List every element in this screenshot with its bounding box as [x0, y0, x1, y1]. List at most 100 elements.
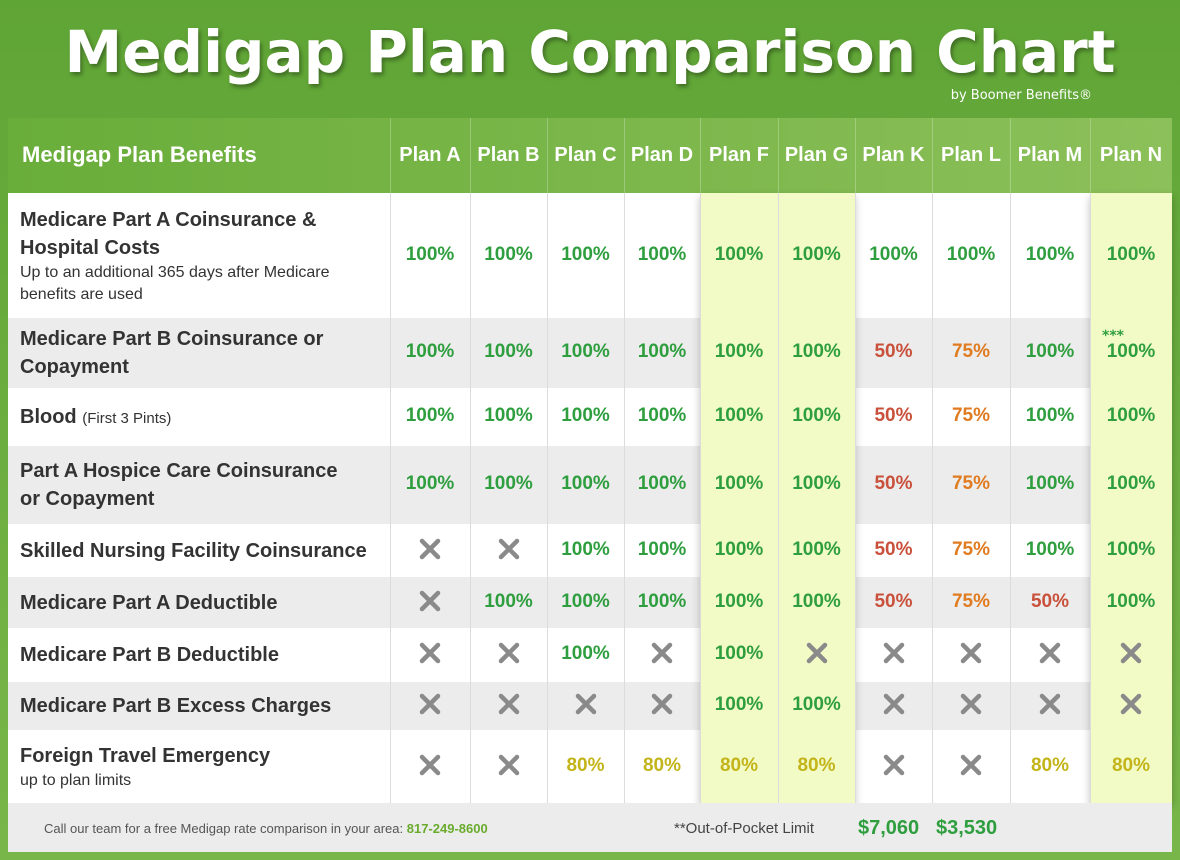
x-icon: [960, 693, 982, 715]
column-divider: [1010, 193, 1011, 803]
column-divider: [390, 193, 391, 803]
column-divider: [547, 193, 548, 803]
benefit-subtext: up to plan limits: [20, 771, 132, 789]
column-divider: [855, 118, 856, 193]
column-divider: [624, 118, 625, 193]
coverage-cell: 100%: [561, 643, 610, 664]
column-divider: [700, 118, 701, 193]
column-divider: [470, 193, 471, 803]
not-covered-cell: [390, 642, 470, 670]
x-icon: [419, 642, 441, 664]
x-icon: [498, 693, 519, 715]
coverage-cell: 75%: [951, 590, 991, 612]
x-icon: [419, 693, 441, 715]
column-divider: [932, 193, 933, 803]
column-divider: [1010, 118, 1011, 193]
row-label: Medicare Part B Coinsurance or Copayment: [20, 325, 350, 381]
coverage-cell: 100%: [792, 590, 841, 612]
x-icon: [960, 642, 982, 664]
not-covered-cell: [1010, 642, 1090, 670]
coverage-cell: 75%: [951, 405, 991, 426]
coverage-cell: 50%: [874, 473, 913, 494]
benefit-name: Medicare Part B Coinsurance or Copayment: [20, 328, 324, 378]
plan-n-footnote-marker: ***: [1102, 328, 1124, 344]
coverage-cell: 100%: [1106, 405, 1156, 426]
coverage-cell: 100%: [714, 590, 764, 612]
phone-link[interactable]: 817-249-8600: [406, 821, 488, 836]
not-covered-cell: [390, 754, 470, 782]
not-covered-cell: [1010, 693, 1090, 721]
coverage-cell: 100%: [714, 538, 764, 560]
coverage-cell: 100%: [792, 243, 841, 265]
row-label: Medicare Part B Deductible: [20, 641, 350, 669]
x-icon: [1120, 642, 1142, 664]
not-covered-cell: [932, 642, 1010, 670]
table-row: [8, 318, 1172, 388]
not-covered-cell: [624, 642, 700, 670]
coverage-cell: 100%: [1025, 405, 1075, 426]
x-icon: [806, 642, 827, 664]
x-icon: [498, 538, 519, 559]
coverage-cell: 100%: [1025, 341, 1075, 362]
x-icon: [1120, 693, 1142, 715]
header-label: Medigap Plan Benefits: [22, 142, 257, 167]
not-covered-cell: [624, 693, 700, 721]
coverage-cell: 100%: [792, 538, 841, 560]
coverage-cell: 100%: [561, 473, 610, 494]
not-covered-cell: [390, 590, 470, 618]
not-covered-cell: [470, 754, 547, 782]
coverage-cell: 100%: [1106, 341, 1156, 362]
footer-call-text: Call our team for a free Medigap rate co…: [44, 821, 488, 836]
benefit-subtext: Up to an additional 365 days after Medic…: [20, 263, 330, 303]
coverage-cell: 100%: [637, 538, 687, 560]
comparison-table: Medicare Part A Coinsurance & Hospital C…: [8, 193, 1172, 803]
plan-header-plan-a: Plan A: [399, 144, 461, 166]
plan-header-plan-l: Plan L: [940, 144, 1001, 166]
not-covered-cell: [855, 754, 932, 782]
x-icon: [883, 642, 904, 664]
table-header: Medigap Plan Benefits Plan A Plan B Plan C…: [8, 118, 1172, 193]
benefit-name: Foreign Travel Emergency: [20, 744, 271, 767]
benefit-name: Blood: [20, 406, 77, 428]
coverage-cell: 100%: [561, 405, 610, 426]
table-row: [8, 446, 1172, 524]
table-row: [8, 577, 1172, 628]
column-divider: [1090, 193, 1091, 803]
coverage-cell: 100%: [714, 643, 764, 664]
column-divider: [390, 118, 391, 193]
row-label: Medicare Part B Excess Charges: [20, 692, 350, 720]
row-label: Foreign Travel Emergency up to plan limit…: [20, 742, 350, 792]
coverage-cell: 100%: [405, 405, 455, 426]
coverage-cell: 50%: [874, 590, 913, 612]
not-covered-cell: [470, 642, 547, 670]
coverage-cell: 80%: [1111, 754, 1151, 776]
row-label: Medicare Part A Coinsurance & Hospital C…: [20, 206, 350, 306]
not-covered-cell: [932, 754, 1010, 782]
x-icon: [960, 754, 982, 775]
column-divider: [1090, 118, 1091, 193]
x-icon: [419, 754, 441, 775]
benefit-name: Skilled Nursing Facility Coinsurance: [20, 539, 367, 562]
coverage-cell: 100%: [714, 243, 764, 265]
out-of-pocket-label: **Out-of-Pocket Limit: [674, 820, 815, 837]
coverage-cell: 100%: [561, 538, 610, 560]
plan-header-plan-m: Plan M: [1017, 144, 1083, 166]
x-icon: [883, 754, 904, 775]
not-covered-cell: [390, 538, 470, 566]
coverage-cell: 80%: [797, 754, 836, 776]
coverage-cell: 100%: [1025, 473, 1075, 494]
x-icon: [651, 642, 673, 664]
not-covered-cell: [855, 693, 932, 721]
x-icon: [1039, 693, 1061, 715]
plan-header-plan-g: Plan G: [784, 144, 849, 166]
coverage-cell: 100%: [561, 341, 610, 362]
coverage-cell: 50%: [874, 341, 913, 362]
column-divider: [778, 118, 779, 193]
page-title: Medigap Plan Comparison Chart: [64, 18, 1116, 86]
byline: by Boomer Benefits®: [950, 88, 1092, 103]
coverage-cell: 75%: [951, 473, 991, 494]
coverage-cell: 100%: [1025, 243, 1075, 265]
benefit-name: Medicare Part B Deductible: [20, 644, 279, 666]
coverage-cell: 100%: [405, 341, 455, 362]
